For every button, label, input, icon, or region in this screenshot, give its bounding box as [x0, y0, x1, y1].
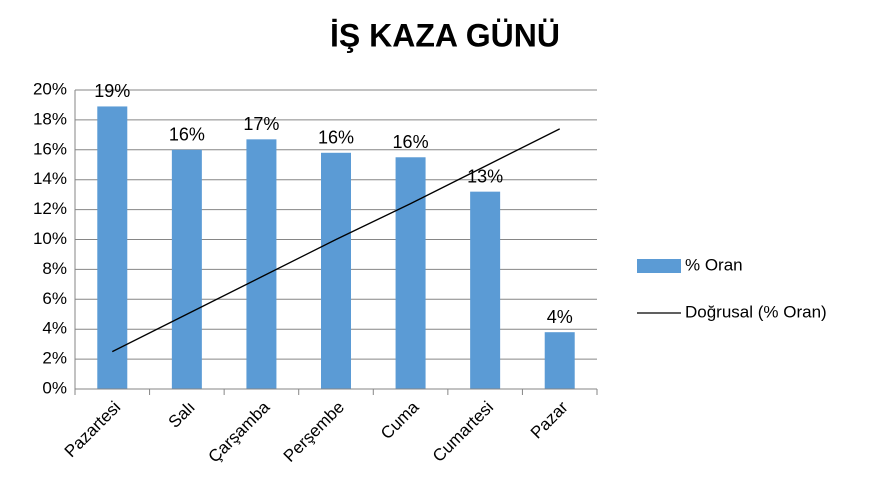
value-label: 19% — [94, 81, 130, 101]
y-tick-label: 14% — [33, 169, 67, 188]
value-label: 13% — [467, 166, 503, 186]
value-label: 4% — [547, 307, 573, 327]
x-tick-label: Cumartesi — [429, 398, 497, 466]
bar — [544, 332, 575, 389]
bar — [246, 139, 277, 389]
bar — [470, 191, 501, 389]
y-tick-label: 10% — [33, 229, 67, 248]
x-tick-label: Perşembe — [280, 398, 348, 466]
trend-line — [111, 128, 561, 353]
y-tick-label: 20% — [33, 79, 67, 98]
bar — [395, 157, 426, 389]
x-tick-label: Pazartesi — [61, 398, 125, 462]
bar — [171, 149, 202, 389]
x-tick-label: Cuma — [377, 397, 423, 443]
x-tick-label: Salı — [165, 398, 199, 432]
y-tick-label: 16% — [33, 139, 67, 158]
chart-title: İŞ KAZA GÜNÜ — [330, 17, 560, 53]
bar — [97, 106, 128, 389]
y-tick-label: 6% — [42, 289, 67, 308]
y-tick-label: 8% — [42, 259, 67, 278]
y-tick-label: 2% — [42, 349, 67, 368]
y-tick-label: 18% — [33, 109, 67, 128]
x-tick-label: Çarşamba — [205, 397, 274, 466]
value-label: 16% — [393, 132, 429, 152]
legend-label: Doğrusal (% Oran) — [685, 302, 827, 321]
value-label: 16% — [318, 128, 354, 148]
value-label: 16% — [169, 125, 205, 145]
y-tick-label: 0% — [42, 378, 67, 397]
legend-label: % Oran — [685, 255, 743, 274]
x-tick-label: Pazar — [527, 397, 572, 442]
y-tick-label: 4% — [42, 319, 67, 338]
legend-swatch — [637, 259, 681, 273]
bar — [321, 152, 351, 389]
value-label: 17% — [243, 114, 279, 134]
y-tick-label: 12% — [33, 199, 67, 218]
